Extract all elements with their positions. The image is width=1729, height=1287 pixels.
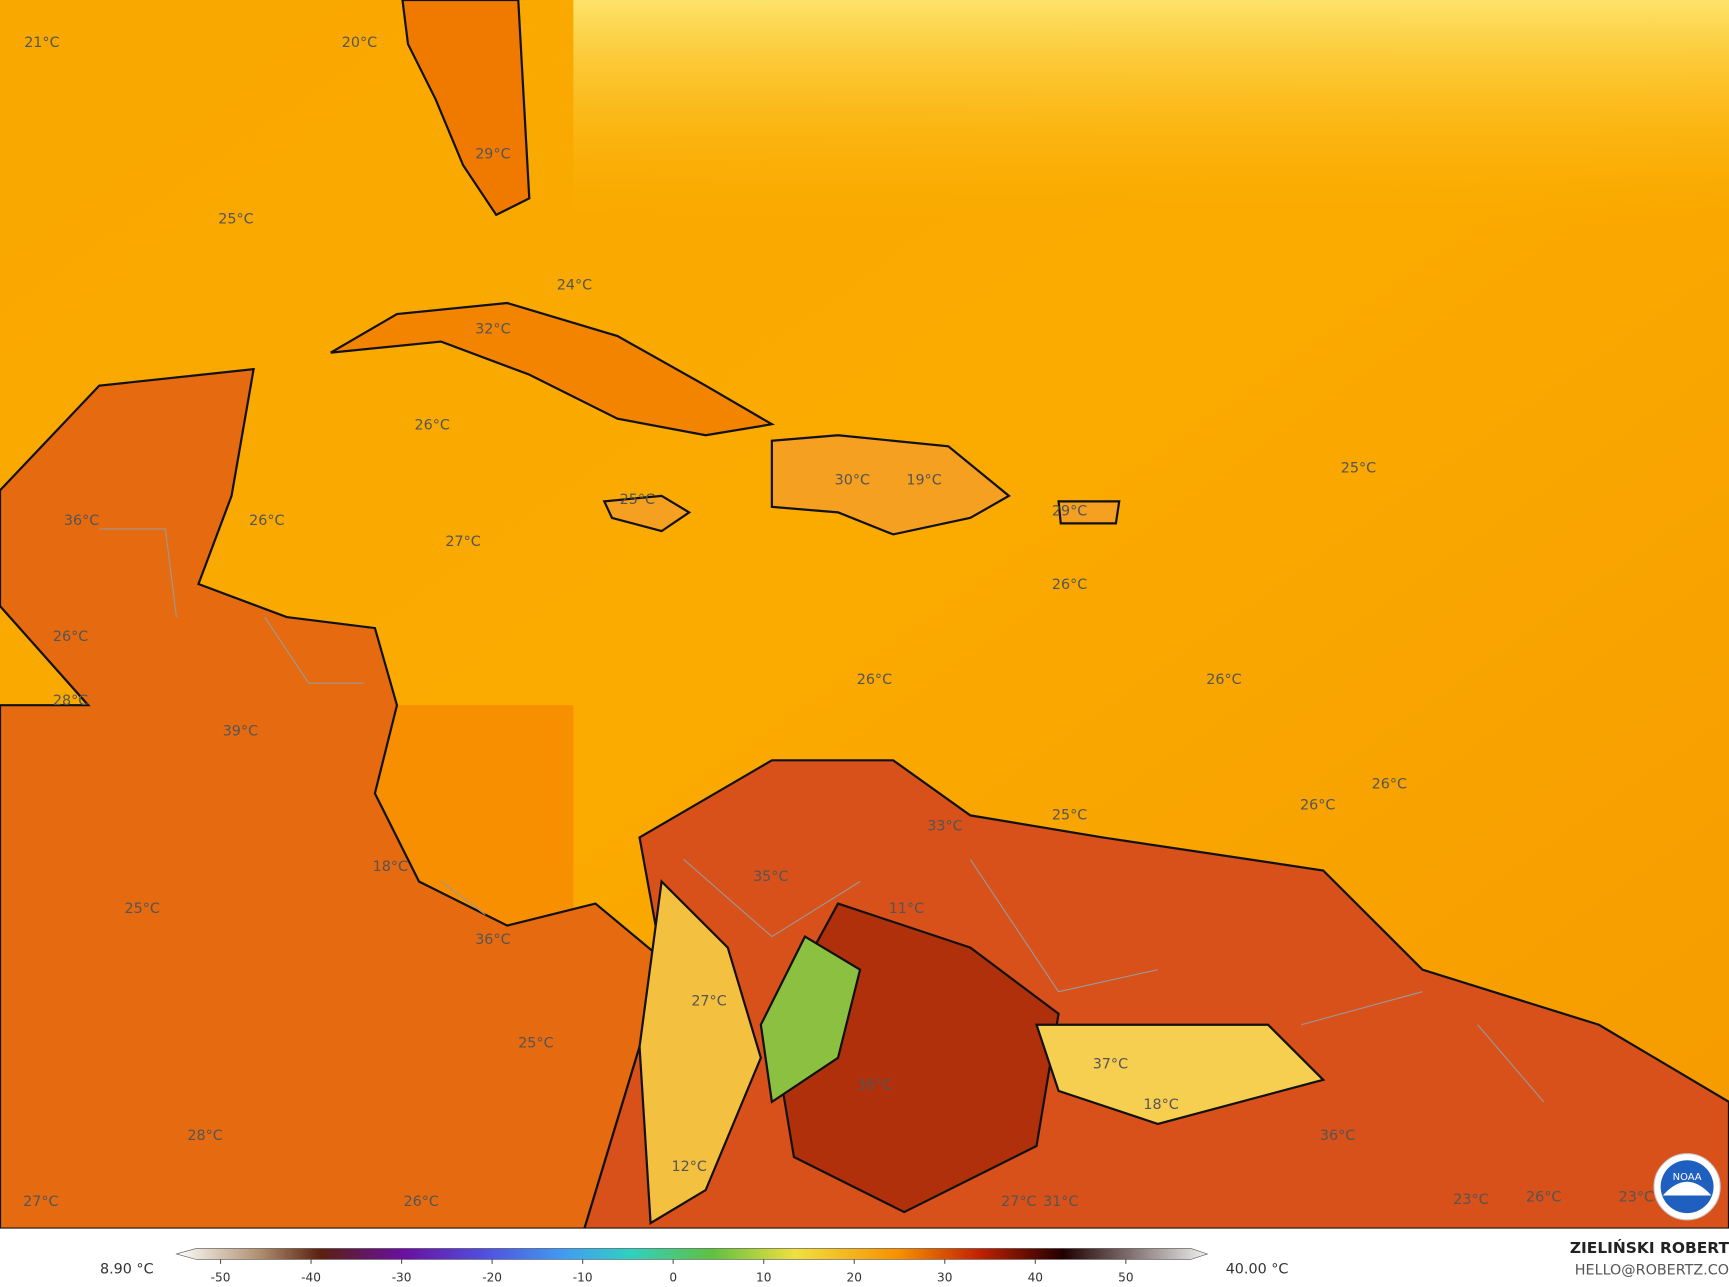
temperature-label: 24°C [557, 277, 592, 293]
logo-text: NOAA [1673, 1172, 1702, 1183]
colorbar-tick-label: -10 [573, 1271, 593, 1285]
credit-name: ZIELIŃSKI ROBERT [1570, 1238, 1729, 1257]
temperature-label: 32°C [475, 321, 510, 337]
temperature-label: 39°C [223, 724, 258, 740]
temperature-label: 35°C [753, 869, 788, 885]
temperature-label: 25°C [620, 492, 655, 508]
temperature-label: 26°C [1300, 797, 1335, 813]
temperature-label: 26°C [1372, 777, 1407, 793]
temperature-label: 36°C [475, 932, 510, 948]
temperature-label: 12°C [671, 1159, 706, 1175]
temperature-label: 27°C [691, 994, 726, 1010]
temperature-label: 36°C [1320, 1128, 1355, 1144]
min-label: 8.90 °C [100, 1261, 154, 1277]
temperature-label: 36°C [857, 1077, 892, 1093]
temperature-label: 25°C [518, 1035, 553, 1051]
colorbar-tick-label: 40 [1028, 1271, 1043, 1285]
temperature-label: 28°C [53, 693, 88, 709]
colorbar [175, 1248, 1209, 1260]
colorbar-tick-label: 30 [937, 1271, 952, 1285]
temperature-label: 37°C [1093, 1056, 1128, 1072]
colorbar-tick-label: 20 [847, 1271, 862, 1285]
temperature-label: 26°C [415, 417, 450, 433]
temperature-labels: 21°C 20°C 29°C 25°C 24°C 32°C 26°C 36°C 26°C 27°C… [23, 35, 1654, 1210]
temperature-label: 27°C [23, 1194, 58, 1210]
temperature-label: 23°C [1453, 1192, 1488, 1208]
temperature-label: 26°C [1206, 672, 1241, 688]
temperature-label: 18°C [373, 859, 408, 875]
colorbar-tick-label: 50 [1118, 1271, 1133, 1285]
temperature-label: 26°C [404, 1194, 439, 1210]
colorbar-tick-label: -20 [482, 1271, 502, 1285]
temperature-label: 31°C [1043, 1194, 1078, 1210]
temperature-label: 26°C [249, 513, 284, 529]
credit-contact: HELLO@ROBERTZ.CO [1575, 1262, 1729, 1278]
temperature-label: 21°C [24, 35, 59, 51]
colorbar-tick-label: -40 [301, 1271, 321, 1285]
logo: NOAA [1653, 1153, 1721, 1221]
north-band [573, 0, 1729, 221]
temperature-label: 25°C [1052, 807, 1087, 823]
colorbar-tick-label: -50 [211, 1271, 231, 1285]
temperature-label: 20°C [342, 35, 377, 51]
temperature-label: 26°C [1526, 1190, 1561, 1206]
temperature-label: 29°C [475, 146, 510, 162]
temperature-label: 30°C [835, 472, 870, 488]
temperature-label: 25°C [125, 901, 160, 917]
borders [99, 528, 1545, 1103]
temperature-label: 33°C [927, 818, 962, 834]
temperature-label: 25°C [1341, 460, 1376, 476]
temperature-label: 11°C [889, 901, 924, 917]
colorbar-tick-label: -30 [392, 1271, 412, 1285]
max-label: 40.00 °C [1226, 1261, 1289, 1277]
temperature-label: 27°C [445, 534, 480, 550]
temperature-label: 19°C [906, 472, 941, 488]
temperature-label: 36°C [64, 513, 99, 529]
colorbar-ticks: -50 -40 -30 -20 -10 0 10 20 30 40 50 [211, 1259, 1134, 1285]
temperature-label: 23°C [1619, 1190, 1654, 1206]
temperature-label: 26°C [1052, 577, 1087, 593]
temperature-label: 18°C [1143, 1097, 1178, 1113]
colorbar-tick-label: 0 [669, 1271, 677, 1285]
temperature-label: 28°C [187, 1128, 222, 1144]
temperature-label: 29°C [1052, 503, 1087, 519]
temperature-label: 27°C [1001, 1194, 1036, 1210]
land [0, 0, 1729, 1230]
temperature-label: 26°C [53, 629, 88, 645]
temperature-label: 26°C [857, 672, 892, 688]
temperature-label: 25°C [218, 211, 253, 227]
colorbar-tick-label: 10 [756, 1271, 771, 1285]
